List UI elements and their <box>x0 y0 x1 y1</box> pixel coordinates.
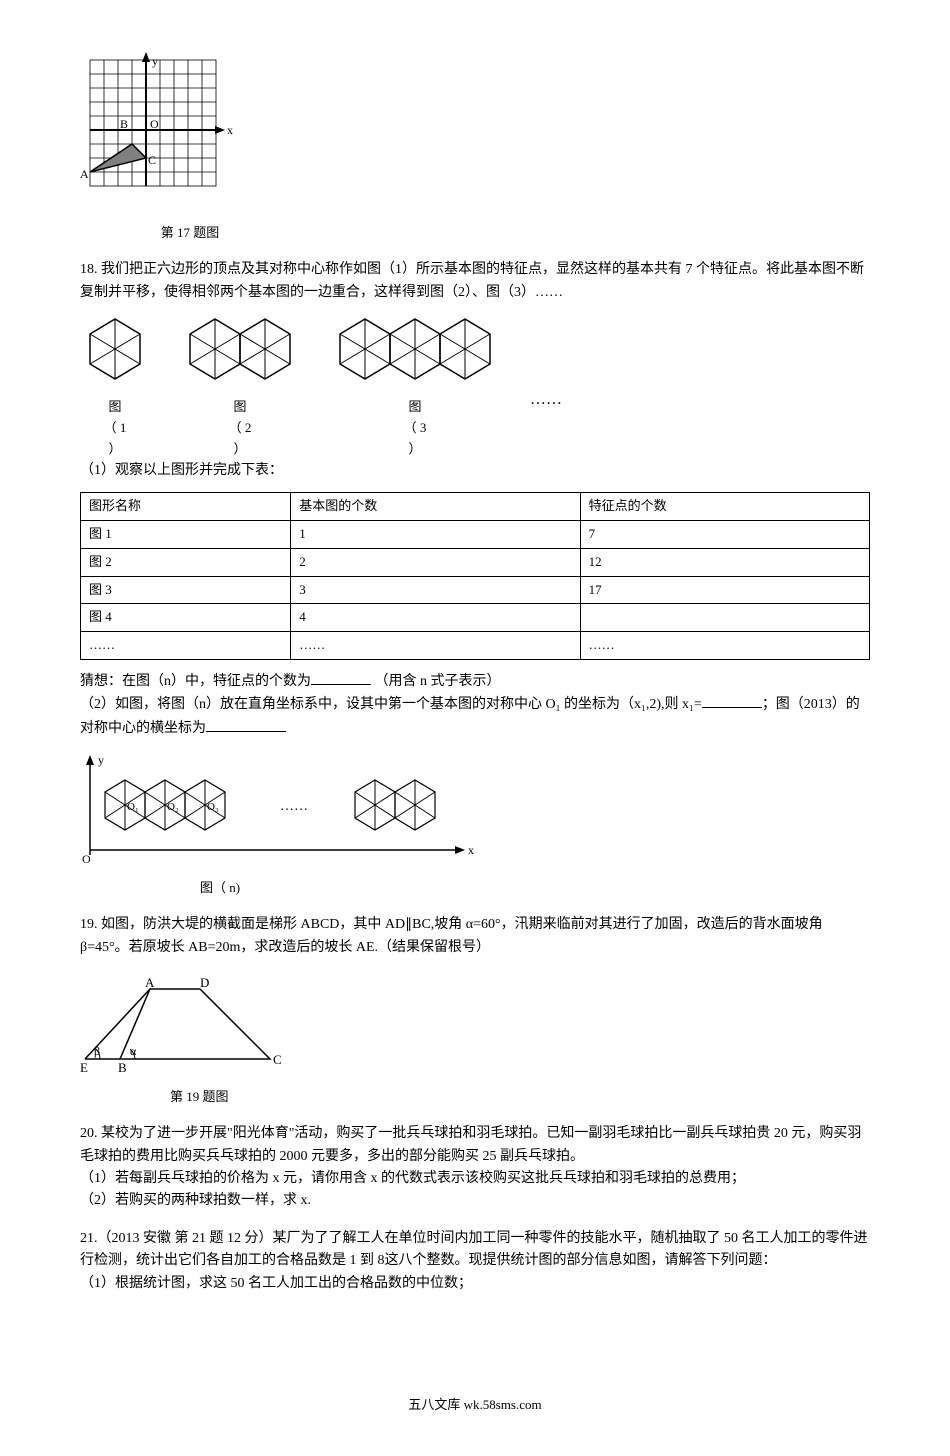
figure-17-svg: y x O B A C <box>80 50 240 210</box>
hex-3-label: 图 （ 3 ） <box>330 397 500 459</box>
problem-21: 21.（2013 安徽 第 21 题 12 分）某厂为了了解工人在单位时间内加工… <box>80 1228 870 1295</box>
hex-ellipsis: …… <box>530 387 562 413</box>
problem-18-intro: 18. 我们把正六边形的顶点及其对称中心称作如图（1）所示基本图的特征点，显然这… <box>80 259 870 304</box>
origin-label: O <box>150 117 159 131</box>
x-axis-label: x <box>227 123 233 137</box>
figure-17-caption: 第 17 题图 <box>110 223 270 244</box>
svg-text:y: y <box>98 753 104 767</box>
svg-text:A: A <box>145 975 155 990</box>
hex-2-label: 图 （ 2 ） <box>180 397 300 459</box>
problem-20-part2: （2）若购买的两种球拍数一样，求 x. <box>80 1190 870 1212</box>
problem-19-text: 19. 如图，防洪大堤的横截面是梯形 ABCD，其中 AD∥BC,坡角 α=60… <box>80 914 870 959</box>
problem-20-intro: 20. 某校为了进一步开展"阳光体育"活动，购买了一批兵乓球拍和羽毛球拍。已知一… <box>80 1123 870 1168</box>
blank-fill <box>702 693 762 708</box>
table-row: …… …… …… <box>81 632 870 660</box>
figure-17: y x O B A C 第 17 题图 <box>80 50 870 244</box>
figure-n: y x O O₁ O₂ O₃ <box>80 750 870 899</box>
problem-18-guess: 猜想：在图（n）中，特征点的个数为 （用含 n 式子表示） <box>80 670 870 693</box>
point-b-label: B <box>120 117 128 131</box>
hex-figure-2: 图 （ 2 ） <box>180 314 300 460</box>
svg-text:α: α <box>130 1044 137 1058</box>
figure-19-caption: 第 19 题图 <box>170 1087 870 1108</box>
svg-text:C: C <box>273 1052 282 1067</box>
figure-19-svg: A D C B E α β <box>80 969 300 1079</box>
svg-text:x: x <box>468 843 474 857</box>
problem-18-table: 图形名称 基本图的个数 特征点的个数 图 1 1 7 图 2 2 12 图 3 … <box>80 492 870 660</box>
svg-text:O₃: O₃ <box>207 801 219 813</box>
table-row: 图 3 3 17 <box>81 576 870 604</box>
table-header-2: 特征点的个数 <box>580 493 869 521</box>
svg-text:O₁: O₁ <box>127 801 139 813</box>
problem-20-part1: （1）若每副兵乓球拍的价格为 x 元，请你用含 x 的代数式表示该校购买这批兵乓… <box>80 1168 870 1190</box>
svg-text:β: β <box>94 1044 100 1058</box>
figure-n-caption: 图（ n) <box>200 878 870 899</box>
table-row: 图 4 4 <box>81 604 870 632</box>
hex-1-label: 图 （ 1 ） <box>80 397 150 459</box>
point-c-label: C <box>148 153 156 167</box>
table-row: 图 1 1 7 <box>81 520 870 548</box>
problem-18: 18. 我们把正六边形的顶点及其对称中心称作如图（1）所示基本图的特征点，显然这… <box>80 259 870 899</box>
blank-fill <box>206 717 286 732</box>
table-header-1: 基本图的个数 <box>291 493 580 521</box>
problem-21-part1: （1）根据统计图，求这 50 名工人加工出的合格品数的中位数； <box>80 1273 870 1295</box>
svg-text:……: …… <box>280 799 308 814</box>
y-axis-label: y <box>152 54 158 68</box>
problem-18-task1: （1）观察以上图形并完成下表： <box>80 460 870 482</box>
problem-18-task2: （2）如图，将图（n）放在直角坐标系中，设其中第一个基本图的对称中心 O₁ 的坐… <box>80 693 870 740</box>
blank-fill <box>311 670 371 685</box>
page-footer: 五八文库 wk.58sms.com <box>80 1395 870 1416</box>
svg-text:E: E <box>80 1060 88 1075</box>
svg-text:O: O <box>82 852 91 866</box>
table-header-row: 图形名称 基本图的个数 特征点的个数 <box>81 493 870 521</box>
table-row: 图 2 2 12 <box>81 548 870 576</box>
table-header-0: 图形名称 <box>81 493 291 521</box>
svg-text:O₂: O₂ <box>167 801 179 813</box>
problem-21-intro: 21.（2013 安徽 第 21 题 12 分）某厂为了了解工人在单位时间内加工… <box>80 1228 870 1273</box>
svg-text:B: B <box>118 1060 127 1075</box>
hex-figure-3: 图 （ 3 ） <box>330 314 500 460</box>
point-a-label: A <box>80 167 89 181</box>
problem-20: 20. 某校为了进一步开展"阳光体育"活动，购买了一批兵乓球拍和羽毛球拍。已知一… <box>80 1123 870 1213</box>
svg-text:D: D <box>200 975 209 990</box>
problem-19: 19. 如图，防洪大堤的横截面是梯形 ABCD，其中 AD∥BC,坡角 α=60… <box>80 914 870 1108</box>
hex-figure-1: 图 （ 1 ） <box>80 314 150 460</box>
